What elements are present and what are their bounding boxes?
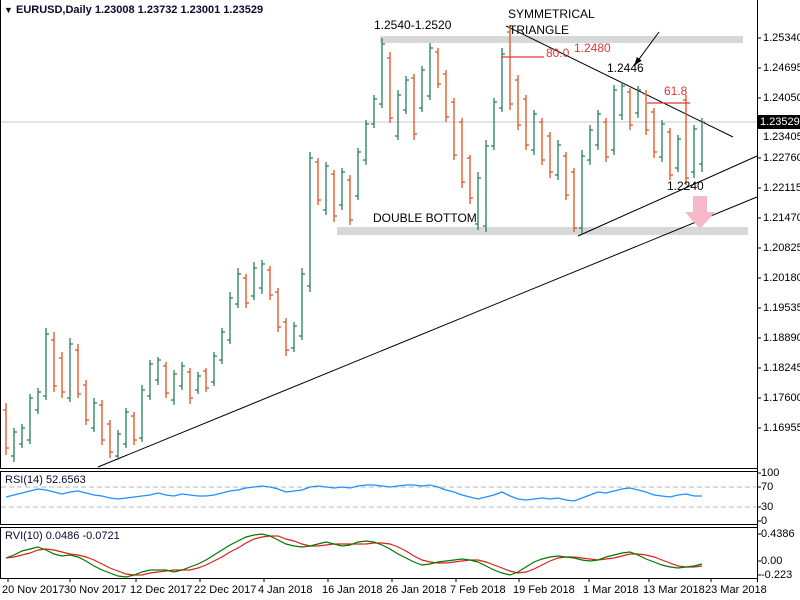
level-1-2446-label: 1.2446 bbox=[607, 61, 644, 75]
header-ohlc-values: 1.23008 1.23732 1.23001 1.23529 bbox=[94, 4, 264, 16]
date-tick-label: 19 Feb 2018 bbox=[513, 584, 575, 596]
resistance-zone-label: 1.2540-1.2520 bbox=[374, 18, 452, 32]
date-tick-label: 12 Dec 2017 bbox=[130, 584, 193, 596]
date-tick-label: 13 Mar 2018 bbox=[643, 584, 705, 596]
rsi-indicator-label: RSI(14) 52.6563 bbox=[5, 474, 86, 486]
price-tick-label: 1.19535 bbox=[763, 302, 800, 314]
price-tick-label: 1.21470 bbox=[763, 212, 800, 224]
fib-618-label: 61.8 bbox=[664, 84, 688, 98]
breakdown-arrow-icon bbox=[685, 196, 715, 229]
date-tick-label: 30 Nov 2017 bbox=[64, 584, 127, 596]
symbol-ohlc-header: ▼ EURUSD,Daily 1.23008 1.23732 1.23001 1… bbox=[4, 4, 263, 16]
date-tick-label: 22 Dec 2017 bbox=[194, 584, 257, 596]
current-price-value: 1.23529 bbox=[760, 116, 800, 128]
level-1-2240-label: 1.2240 bbox=[667, 179, 704, 193]
price-tick-label: 1.25340 bbox=[763, 32, 800, 44]
fib-80-label: 80.0 bbox=[546, 46, 570, 60]
triangle-support-line bbox=[577, 155, 758, 237]
triangle-resistance-line bbox=[505, 25, 734, 138]
price-tick-label: 1.24050 bbox=[763, 92, 800, 104]
rsi-scale-label: 100 bbox=[761, 467, 780, 479]
price-tick-label: 1.24695 bbox=[763, 62, 800, 74]
rvi-scale-label: -0.223 bbox=[761, 569, 793, 581]
pattern-label-line1: SYMMETRICAL bbox=[508, 7, 595, 21]
double-bottom-label: DOUBLE BOTTOM bbox=[373, 211, 477, 225]
rvi-panel-border bbox=[0, 527, 758, 579]
rvi-indicator-label: RVI(10) 0.0486 -0.0721 bbox=[5, 530, 120, 542]
pattern-label-line2: TRIANGLE bbox=[509, 23, 570, 37]
price-tick-label: 1.22760 bbox=[763, 152, 800, 164]
date-tick-label: 4 Jan 2018 bbox=[258, 584, 313, 596]
rsi-line bbox=[5, 484, 702, 502]
symbol-dropdown-icon[interactable]: ▼ bbox=[4, 5, 13, 15]
date-tick-label: 26 Jan 2018 bbox=[386, 584, 447, 596]
price-tick-label: 1.20825 bbox=[763, 242, 800, 254]
fib-80-price-label: 1.2480 bbox=[574, 41, 611, 55]
ohlc-bars-down bbox=[3, 25, 689, 458]
price-tick-label: 1.17600 bbox=[763, 392, 800, 404]
ohlc-bars-up bbox=[11, 38, 705, 462]
covered-price-label: 1.23405 bbox=[763, 131, 800, 143]
date-tick-label: 7 Feb 2018 bbox=[450, 584, 506, 596]
rsi-scale-label: 30 bbox=[761, 501, 774, 513]
double-bottom-zone bbox=[337, 227, 748, 235]
long-term-ascending-trendline bbox=[97, 196, 758, 468]
price-tick-label: 1.18245 bbox=[763, 362, 800, 374]
date-tick-label: 1 Mar 2018 bbox=[583, 584, 639, 596]
rvi-main-line bbox=[5, 533, 703, 578]
rsi-scale-label: 0 bbox=[761, 515, 768, 527]
price-tick-label: 1.20180 bbox=[763, 272, 800, 284]
current-price-box: 1.23529 bbox=[758, 115, 800, 129]
price-tick-label: 1.18890 bbox=[763, 332, 800, 344]
date-tick-label: 23 Mar 2018 bbox=[705, 584, 767, 596]
price-tick-label: 1.16955 bbox=[763, 422, 800, 434]
pointer-arrowhead bbox=[634, 57, 642, 66]
rsi-panel-border bbox=[0, 471, 758, 525]
resistance-zone bbox=[380, 36, 743, 43]
date-tick-label: 16 Jan 2018 bbox=[322, 584, 383, 596]
rvi-scale-label: 0.4386 bbox=[761, 528, 795, 540]
date-tick-label: 20 Nov 2017 bbox=[2, 584, 65, 596]
rvi-scale-label: 0.00 bbox=[761, 555, 783, 567]
rsi-scale-label: 70 bbox=[761, 481, 774, 493]
symbol-title: EURUSD,Daily bbox=[15, 4, 92, 16]
price-tick-label: 1.22115 bbox=[763, 182, 800, 194]
